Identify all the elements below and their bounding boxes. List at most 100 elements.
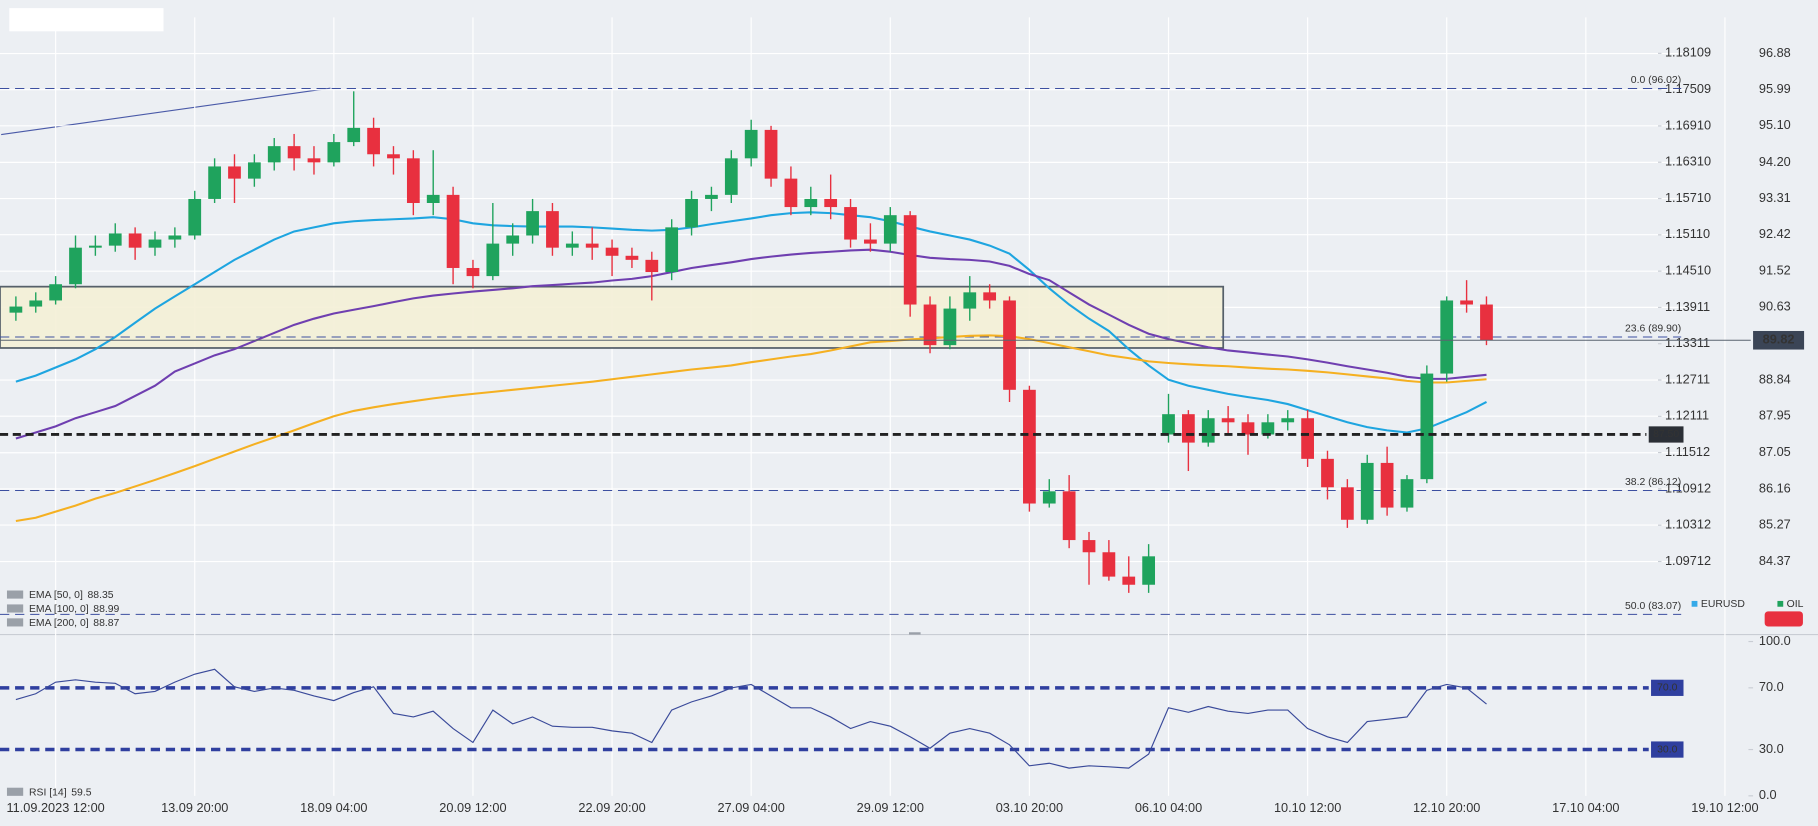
candle-body [804,198,818,208]
y2-tick-label: 1.13911 [1665,299,1710,314]
y2-tick-label: 1.18109 [1665,45,1711,60]
candle-body [864,239,877,244]
candle-body [724,158,738,195]
candle-body [49,284,63,301]
candle-body [1261,422,1275,435]
y2-tick-label: 1.14510 [1665,263,1711,278]
candle-body [1122,576,1136,585]
candle-body [69,247,82,285]
candle-body [1440,300,1454,374]
candle-body [665,227,679,273]
candle-body [963,292,977,309]
legend-swatch [1777,600,1784,607]
y-tick-label: 95.10 [1759,117,1791,132]
y-tick-label: 96.88 [1759,45,1791,60]
candle-body [108,233,122,246]
candle-body [1042,491,1056,504]
candle-body [546,211,559,248]
y-tick-label: 92.42 [1759,226,1791,241]
x-tick-label: 18.09 04:00 [300,800,367,815]
y2-tick-label: 1.11512 [1665,444,1710,459]
legend-entry: RSI [14] 59.5 [29,787,92,798]
candle-body [307,158,321,163]
rsi-level-label: 30.0 [1657,744,1677,755]
y-tick-label: 90.63 [1759,299,1791,314]
y-tick-label: 70.0 [1759,679,1784,694]
y-tick-label: 87.95 [1759,408,1791,423]
last-price-box [1753,330,1805,350]
legend-value: 88.35 [87,590,113,601]
x-tick-label: 03.10 20:00 [996,800,1063,815]
y-tick-label: 30.0 [1759,741,1784,756]
legend-icon [6,590,24,599]
y-tick-label: 93.31 [1759,190,1791,205]
candle-body [327,142,341,163]
x-tick-label: 06.10 04:00 [1135,800,1202,815]
y-tick-label: 87.05 [1759,444,1791,459]
candle-body [983,292,997,301]
y2-tick-label: 1.12111 [1665,408,1709,423]
fib-label: 50.0 (83.07) [1625,601,1681,612]
candle-body [1380,462,1394,508]
candle-body [1340,487,1354,520]
y2-tick-label: 1.13311 [1665,335,1710,350]
legend-value: 88.87 [93,618,119,629]
candle-body [1480,304,1493,341]
candle-body [128,233,142,248]
ema-line [15,211,1487,434]
candle-body [1182,414,1195,443]
candle-body [824,198,838,208]
legend-name: RSI [14] [29,787,67,798]
legend-name: EMA [50, 0] [29,590,83,601]
x-tick-label: 29.09 12:00 [857,800,924,815]
ema-line [15,248,1487,440]
candle-body [585,243,599,248]
candle-body [923,304,937,346]
rsi-level-box [1651,679,1684,696]
x-tick-label: 22.09 20:00 [578,800,645,815]
x-tick-label: 13.09 20:00 [161,800,228,815]
rsi-level-box [1651,741,1684,758]
x-tick-label: 10.10 12:00 [1274,800,1341,815]
legend-name: EMA [200, 0] [29,618,89,629]
candle-body [367,127,380,155]
legend-icon [6,604,24,613]
x-tick-label: 12.10 20:00 [1413,800,1480,815]
y-tick-label: 91.52 [1759,263,1791,278]
candle-body [605,247,619,256]
candle-body [565,243,579,248]
rsi-level-label: 70.0 [1657,683,1677,694]
x-tick-label: 11.09.2023 12:00 [6,800,104,815]
rsi-line [15,668,1487,769]
y-tick-label: 88.84 [1759,371,1791,386]
candle-body [267,146,281,163]
legend-swatch [1691,600,1698,607]
candle-body [406,158,420,203]
candle-body [247,162,261,179]
candle-body [764,129,778,179]
candle-body [1281,418,1295,423]
candle-body [387,154,400,159]
y2-tick-label: 1.12711 [1665,371,1710,386]
pane-handle[interactable] [909,632,921,635]
y-tick-label: 0.0 [1759,787,1777,802]
legend-entry: EMA [50, 0] 88.35 [29,590,114,601]
candle-body [784,178,798,208]
candle-body [347,127,361,143]
candle-body [29,300,43,307]
legend-icon [6,787,24,796]
y2-tick-label: 1.15110 [1665,226,1710,241]
y2-tick-label: 1.16910 [1665,117,1711,132]
y2-tick-label: 1.15710 [1665,190,1711,205]
y2-tick-label: 1.09712 [1665,553,1711,568]
candle-body [1023,389,1036,504]
x-tick-label: 27.09 04:00 [718,800,785,815]
candle-body [526,211,539,236]
price-level-box [1648,426,1684,443]
y2-tick-label: 1.10912 [1665,480,1711,495]
candle-body [466,267,480,277]
candle-body [1082,540,1096,553]
legend-name: EMA [100, 0] [29,604,89,615]
